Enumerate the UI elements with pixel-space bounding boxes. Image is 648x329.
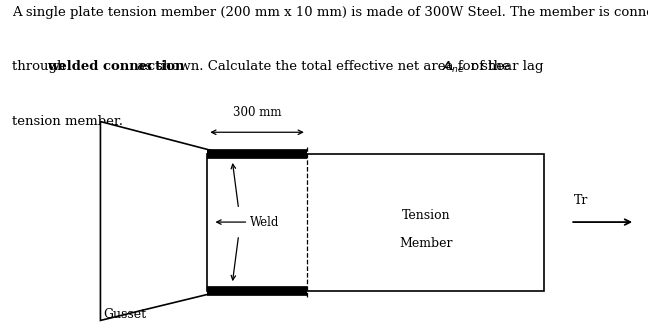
Text: A single plate tension member (200 mm x 10 mm) is made of 300W Steel. The member: A single plate tension member (200 mm x … — [12, 6, 648, 19]
Text: Weld: Weld — [249, 215, 279, 229]
Text: 300 mm: 300 mm — [233, 106, 281, 119]
Bar — [207, 154, 544, 291]
Text: as shown. Calculate the total effective net area for shear lag: as shown. Calculate the total effective … — [133, 60, 548, 73]
Text: $A_{ne}$: $A_{ne}$ — [442, 60, 465, 75]
Text: Tension: Tension — [402, 209, 451, 222]
Text: tension member.: tension member. — [12, 115, 122, 128]
Text: Tr: Tr — [573, 194, 588, 207]
Text: Gusset: Gusset — [104, 308, 147, 321]
Text: through: through — [12, 60, 69, 73]
Text: of the: of the — [467, 60, 509, 73]
Text: Member: Member — [400, 237, 453, 249]
Polygon shape — [100, 122, 224, 320]
Text: welded connection: welded connection — [47, 60, 185, 73]
